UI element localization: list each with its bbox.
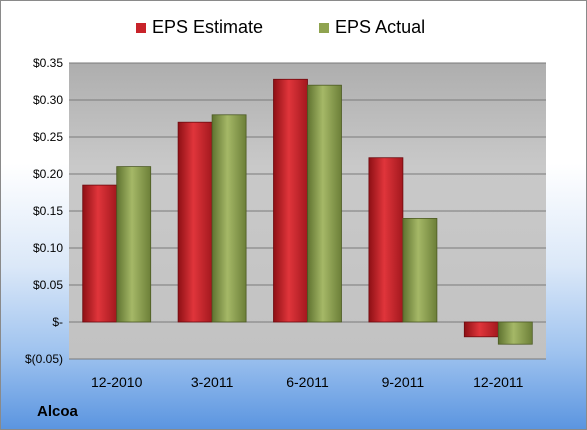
- legend: EPS Estimate EPS Actual: [136, 17, 425, 38]
- y-tick-label: $0.25: [33, 130, 63, 144]
- x-tick-label: 12-2011: [473, 374, 524, 390]
- y-tick-label: $0.30: [33, 93, 63, 107]
- x-axis-ticks: 12-2010 3-2011 6-2011 9-2011 12-2011: [91, 374, 524, 390]
- y-axis-ticks: $0.35 $0.30 $0.25 $0.20 $0.15 $0.10 $0.05 $- $(0…: [25, 56, 63, 366]
- legend-swatch-actual: [319, 22, 330, 33]
- bar-eps-estimate: [368, 157, 404, 323]
- y-tick-label: $0.15: [33, 204, 63, 218]
- y-tick-label: $0.05: [33, 278, 63, 292]
- bar-eps-actual: [211, 114, 247, 323]
- x-tick-label: 6-2011: [286, 374, 329, 390]
- bar-eps-actual: [497, 321, 533, 345]
- bar-eps-actual: [307, 84, 342, 323]
- bar-eps-actual: [402, 217, 438, 323]
- bar-eps-actual: [116, 166, 152, 323]
- legend-label-estimate: EPS Estimate: [152, 17, 264, 37]
- legend-item-estimate: EPS Estimate: [136, 17, 263, 38]
- y-tick-label: $0.10: [33, 241, 63, 255]
- x-tick-label: 3-2011: [191, 374, 234, 390]
- x-tick-label: 12-2010: [91, 374, 143, 390]
- y-tick-label: $-: [52, 315, 63, 329]
- bar-eps-estimate: [177, 121, 213, 323]
- bar-eps-estimate: [463, 321, 499, 338]
- bars: [82, 78, 533, 345]
- legend-label-actual: EPS Actual: [335, 17, 426, 37]
- bar-eps-estimate: [273, 78, 308, 323]
- y-tick-label: $0.35: [33, 56, 63, 70]
- y-tick-label: $0.20: [33, 167, 63, 181]
- company-name: Alcoa: [37, 403, 78, 420]
- x-tick-label: 9-2011: [382, 374, 425, 390]
- bar-eps-estimate: [82, 184, 118, 323]
- y-tick-label: $(0.05): [25, 352, 63, 366]
- legend-swatch-estimate: [136, 22, 146, 33]
- legend-item-actual: EPS Actual: [319, 17, 425, 38]
